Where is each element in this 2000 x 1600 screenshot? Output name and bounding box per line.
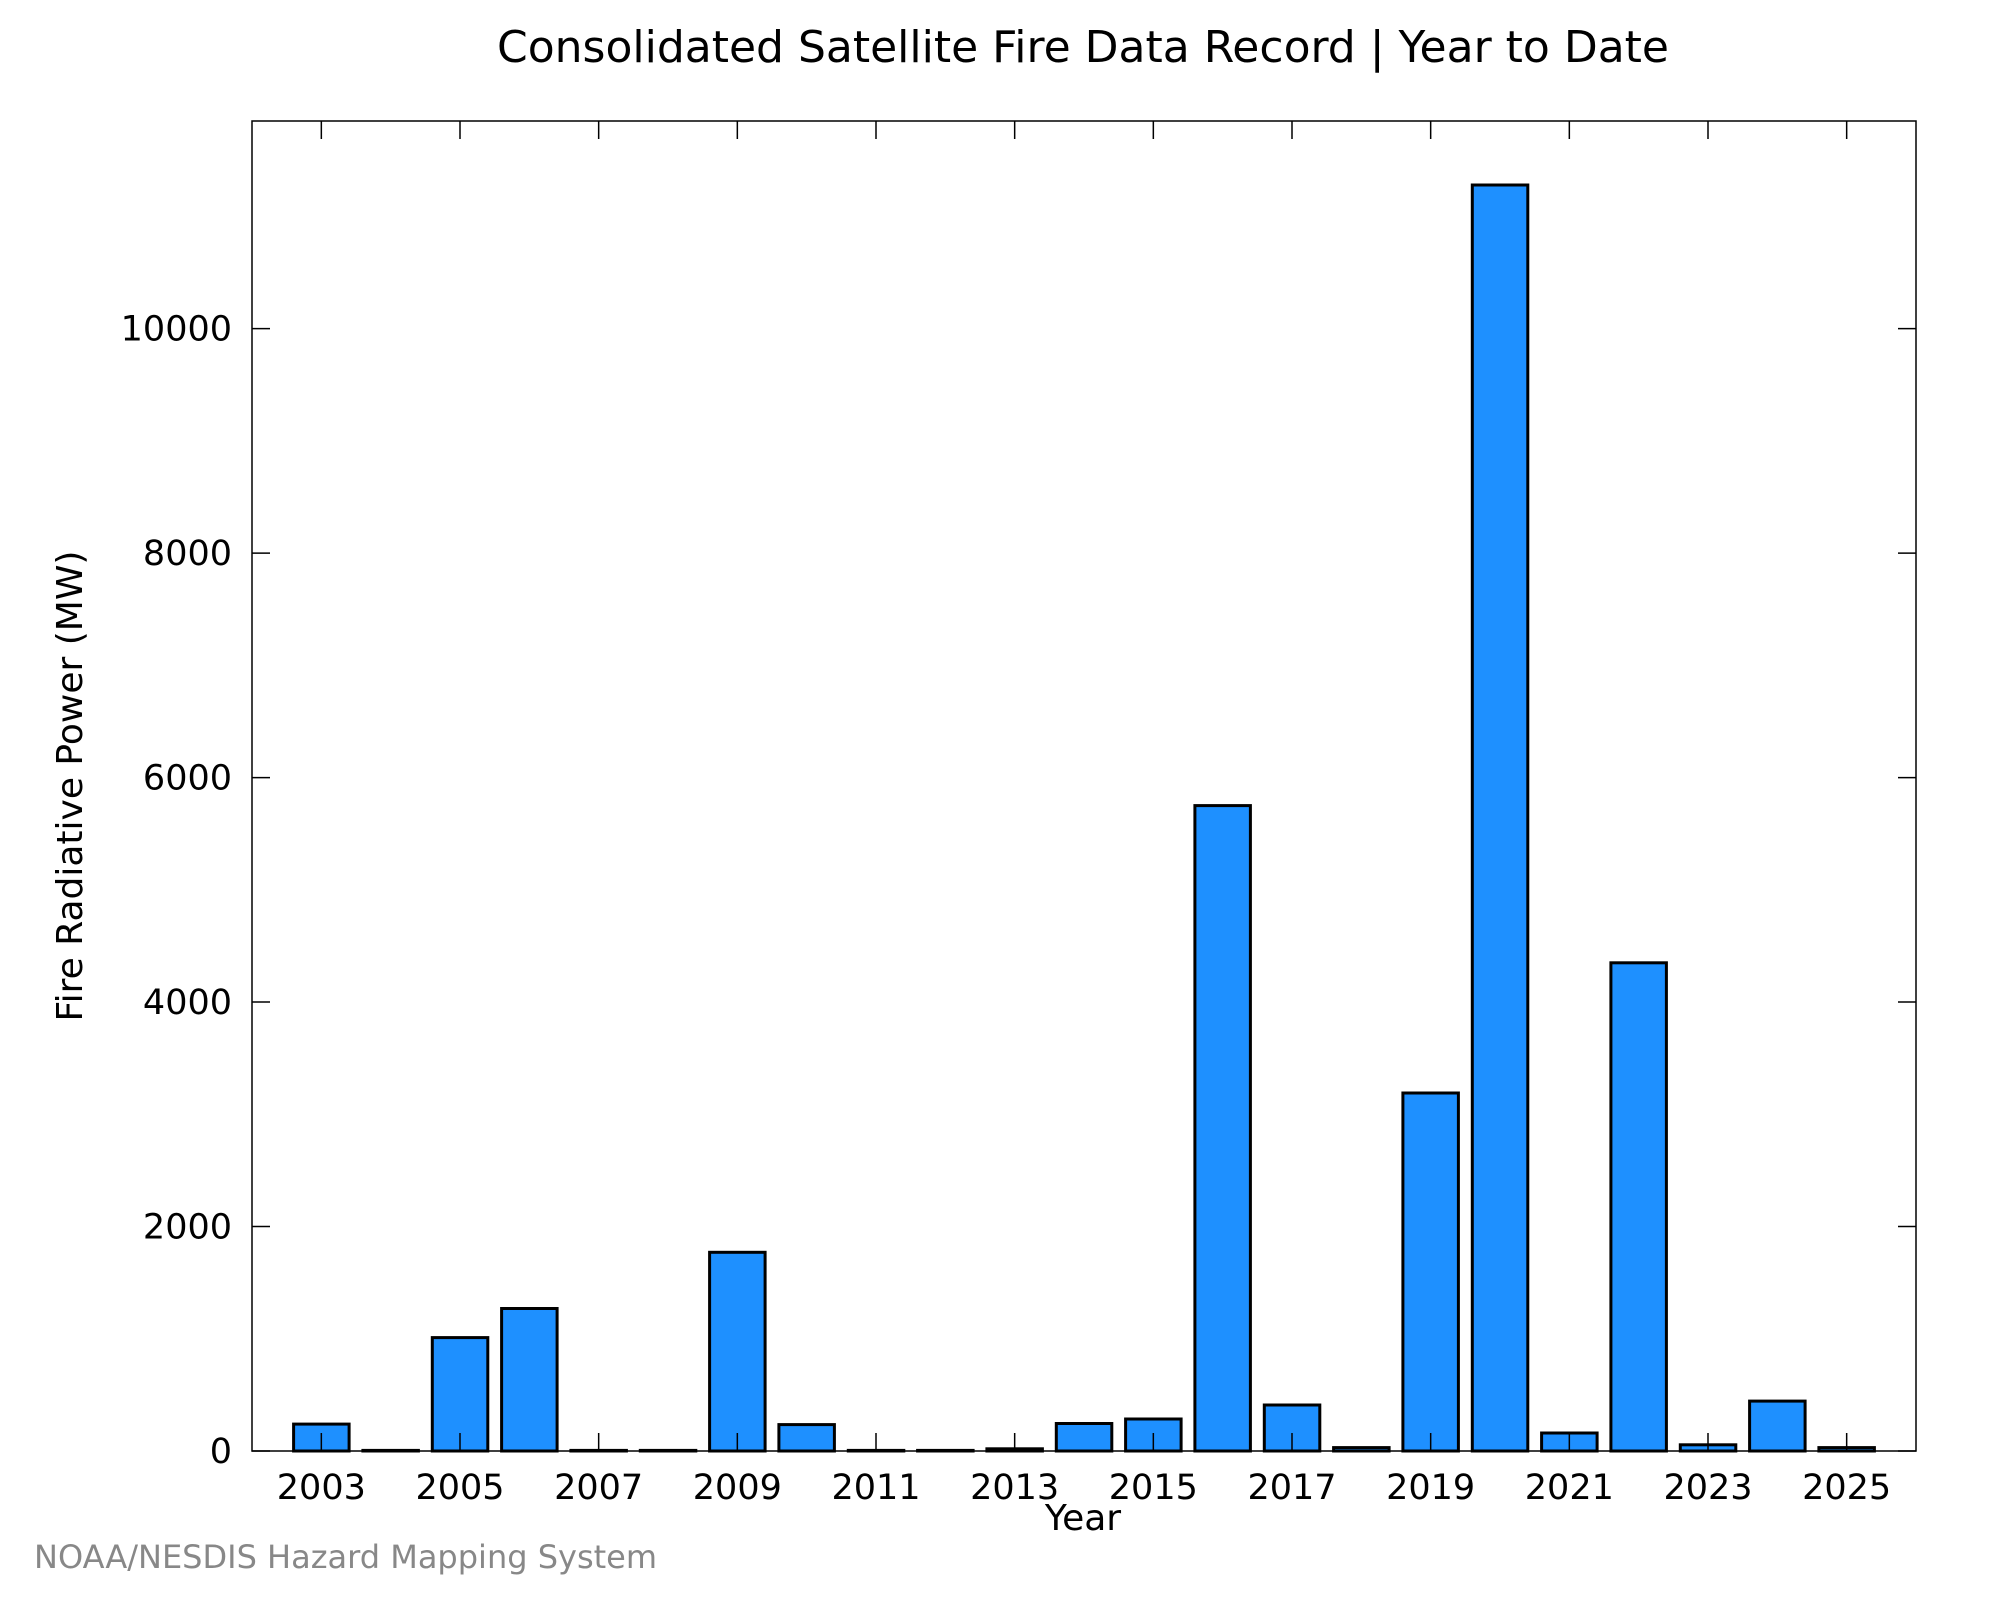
x-tick-label: 2021 <box>1525 1468 1614 1508</box>
x-tick-label: 2005 <box>415 1468 504 1508</box>
plot-frame <box>251 120 1917 1452</box>
y-tick-label: 4000 <box>143 983 232 1023</box>
bar-2020 <box>1470 183 1530 1453</box>
footer-credit: NOAA/NESDIS Hazard Mapping System <box>34 1538 658 1576</box>
y-tick-label: 2000 <box>143 1208 232 1248</box>
axis-ticks-group <box>252 121 1916 1452</box>
bar-2016 <box>1193 804 1252 1453</box>
x-tick-label: 2023 <box>1663 1468 1752 1508</box>
bar-2019 <box>1401 1091 1460 1453</box>
bar-2009 <box>708 1250 767 1453</box>
x-tick-label: 2017 <box>1247 1468 1336 1508</box>
y-axis-label: Fire Radiative Power (MW) <box>50 551 91 1022</box>
y-tick-label: 0 <box>210 1432 232 1472</box>
y-tick-label: 6000 <box>143 759 232 799</box>
bar-2010 <box>777 1423 836 1453</box>
y-tick-label: 10000 <box>121 310 232 350</box>
chart-title: Consolidated Satellite Fire Data Record … <box>497 22 1669 73</box>
x-axis-label: Year <box>1044 1498 1121 1539</box>
bar-2014 <box>1054 1422 1114 1453</box>
x-tick-label: 2007 <box>554 1468 643 1508</box>
bar-2024 <box>1748 1399 1807 1453</box>
x-tick-label: 2003 <box>277 1468 366 1508</box>
bar-2006 <box>500 1307 559 1453</box>
bar-2022 <box>1609 961 1668 1453</box>
x-tick-label: 2019 <box>1386 1468 1475 1508</box>
x-tick-label: 2009 <box>693 1468 782 1508</box>
x-tick-label: 2013 <box>970 1468 1059 1508</box>
x-tick-label: 2011 <box>831 1468 920 1508</box>
bars-group <box>292 183 1876 1453</box>
y-tick-labels: 0 2000 4000 6000 8000 10000 <box>121 310 232 1472</box>
x-tick-labels: 2003 2005 2007 2009 2011 2013 2015 2017 2019 2021… <box>277 1468 1891 1508</box>
x-tick-label: 2025 <box>1802 1468 1891 1508</box>
x-tick-label: 2015 <box>1109 1468 1198 1508</box>
y-tick-label: 8000 <box>143 534 232 574</box>
